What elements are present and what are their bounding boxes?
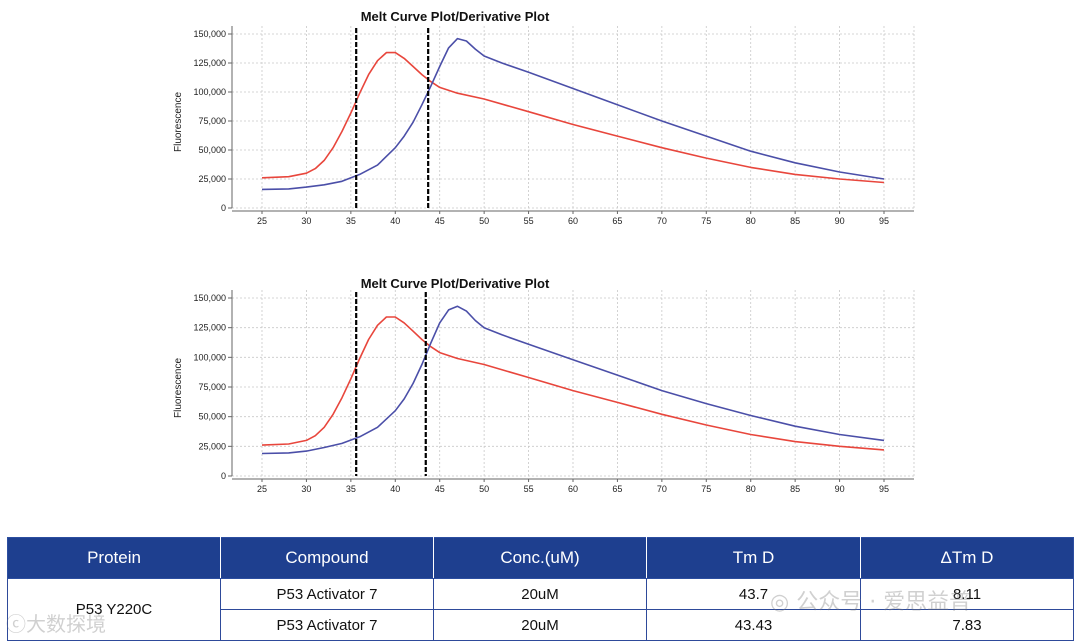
header-conc: Conc.(uM) (433, 537, 647, 579)
x-tick-label: 90 (835, 216, 845, 225)
watermark-logo-icon: ⓒ (6, 612, 26, 636)
y-tick-label: 100,000 (193, 352, 226, 362)
chart-1-title: Melt Curve Plot/Derivative Plot (361, 9, 550, 24)
x-tick-label: 65 (612, 216, 622, 225)
x-tick-label: 80 (746, 484, 756, 494)
header-delta-tm: ΔTm D (860, 537, 1074, 579)
x-tick-label: 55 (524, 484, 534, 494)
y-tick-label: 100,000 (193, 87, 226, 97)
table-header-row: Protein Compound Conc.(uM) Tm D ΔTm D (7, 537, 1074, 579)
wechat-icon: ◎ (770, 590, 790, 615)
y-tick-label: 125,000 (193, 58, 226, 68)
compound-cell: P53 Activator 7 (220, 578, 434, 610)
delta-tm-cell: 8.11 (860, 578, 1074, 610)
x-tick-label: 35 (346, 484, 356, 494)
x-tick-label: 50 (479, 216, 489, 225)
y-tick-label: 0 (221, 203, 226, 213)
x-tick-label: 25 (257, 484, 267, 494)
chart-1-svg: Melt Curve Plot/Derivative Plot Fluoresc… (173, 9, 915, 225)
series-line-red (261, 316, 885, 451)
x-tick-label: 40 (390, 216, 400, 225)
x-tick-label: 60 (568, 484, 578, 494)
y-tick-label: 25,000 (198, 174, 226, 184)
x-tick-label: 55 (524, 216, 534, 225)
y-tick-label: 50,000 (198, 145, 226, 155)
y-tick-label: 125,000 (193, 323, 226, 333)
y-tick-label: 0 (221, 471, 226, 481)
y-tick-label: 150,000 (193, 29, 226, 39)
melt-curve-chart-1: Melt Curve Plot/Derivative Plot Fluoresc… (0, 0, 1080, 225)
x-tick-label: 50 (479, 484, 489, 494)
chart-2-title: Melt Curve Plot/Derivative Plot (361, 276, 550, 291)
watermark-right: ◎ 公众号 · 爱思益普 (770, 584, 971, 616)
header-compound: Compound (220, 537, 434, 579)
x-tick-label: 40 (390, 484, 400, 494)
conc-cell: 20uM (433, 578, 647, 610)
y-tick-label: 150,000 (193, 293, 226, 303)
x-tick-label: 70 (657, 216, 667, 225)
x-tick-label: 95 (879, 484, 889, 494)
header-tm: Tm D (646, 537, 861, 579)
x-tick-label: 85 (790, 484, 800, 494)
series-line-red (261, 51, 885, 184)
x-tick-label: 30 (301, 216, 311, 225)
watermark-left-text: 大数探境 (26, 612, 106, 636)
y-tick-label: 50,000 (198, 412, 226, 422)
x-tick-label: 85 (790, 216, 800, 225)
chart-1-ylabel: Fluorescence (173, 92, 184, 152)
y-tick-label: 75,000 (198, 382, 226, 392)
conc-cell: 20uM (433, 609, 647, 641)
watermark-left: ⓒ大数探境 (6, 608, 106, 637)
x-tick-label: 70 (657, 484, 667, 494)
y-tick-label: 25,000 (198, 441, 226, 451)
tm-results-table: Protein Compound Conc.(uM) Tm D ΔTm D P5… (7, 537, 1074, 641)
x-tick-label: 45 (435, 216, 445, 225)
melt-curve-chart-2: Melt Curve Plot/Derivative Plot Fluoresc… (0, 265, 1080, 495)
x-tick-label: 35 (346, 216, 356, 225)
header-protein: Protein (7, 537, 221, 579)
table-row: P53 Activator 7 20uM 43.43 7.83 (8, 609, 1074, 641)
x-tick-label: 80 (746, 216, 756, 225)
x-tick-label: 65 (612, 484, 622, 494)
x-tick-label: 25 (257, 216, 267, 225)
compound-cell: P53 Activator 7 (220, 609, 434, 641)
x-tick-label: 30 (301, 484, 311, 494)
watermark-right-text: 公众号 · 爱思益普 (796, 590, 972, 615)
y-tick-label: 75,000 (198, 116, 226, 126)
chart-2-ylabel: Fluorescence (173, 358, 184, 418)
x-tick-label: 95 (879, 216, 889, 225)
chart-2-svg: Melt Curve Plot/Derivative Plot Fluoresc… (173, 276, 915, 494)
x-tick-label: 90 (835, 484, 845, 494)
delta-tm-cell: 7.83 (860, 609, 1074, 641)
series-line-blue (261, 37, 885, 191)
x-tick-label: 75 (701, 484, 711, 494)
x-tick-label: 75 (701, 216, 711, 225)
x-tick-label: 60 (568, 216, 578, 225)
series-line-blue (261, 305, 885, 455)
x-tick-label: 45 (435, 484, 445, 494)
